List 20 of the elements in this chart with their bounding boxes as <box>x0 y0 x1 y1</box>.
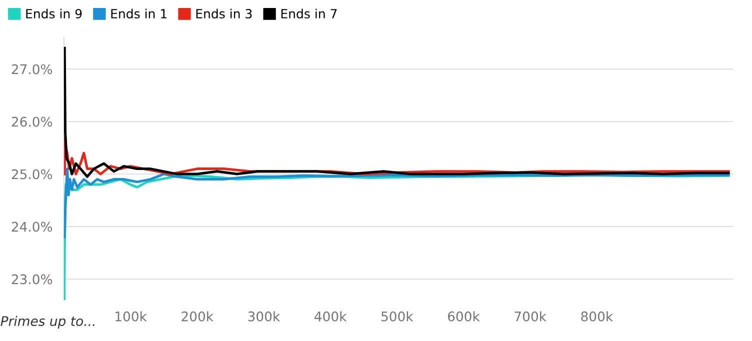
x-tick-label: 800k <box>581 311 614 322</box>
x-tick-label: 400k <box>314 311 347 322</box>
x-tick-label: 300k <box>248 311 280 322</box>
y-tick-label: 26.0% <box>12 116 52 127</box>
x-tick-label: 200k <box>182 311 214 322</box>
legend-label: Ends in 1 <box>111 8 166 18</box>
legend-label: Ends in 9 <box>26 8 82 18</box>
y-tick-label: 27.0% <box>12 64 52 74</box>
y-tick-label: 23.0% <box>12 274 52 284</box>
x-tick-label: 700k <box>514 311 546 322</box>
legend-label: Ends in 7 <box>281 8 337 18</box>
line-series <box>64 46 730 178</box>
y-tick-label: 24.0% <box>12 222 52 232</box>
y-tick-label: 25.0% <box>12 169 52 180</box>
x-tick-label: 600k <box>448 311 480 322</box>
x-tick-label: 100k <box>116 311 147 322</box>
legend-label: Ends in 3 <box>196 8 252 18</box>
x-tick-label: 500k <box>382 311 414 322</box>
x-axis-title: Primes up to... <box>0 316 94 329</box>
line-series <box>64 168 730 238</box>
